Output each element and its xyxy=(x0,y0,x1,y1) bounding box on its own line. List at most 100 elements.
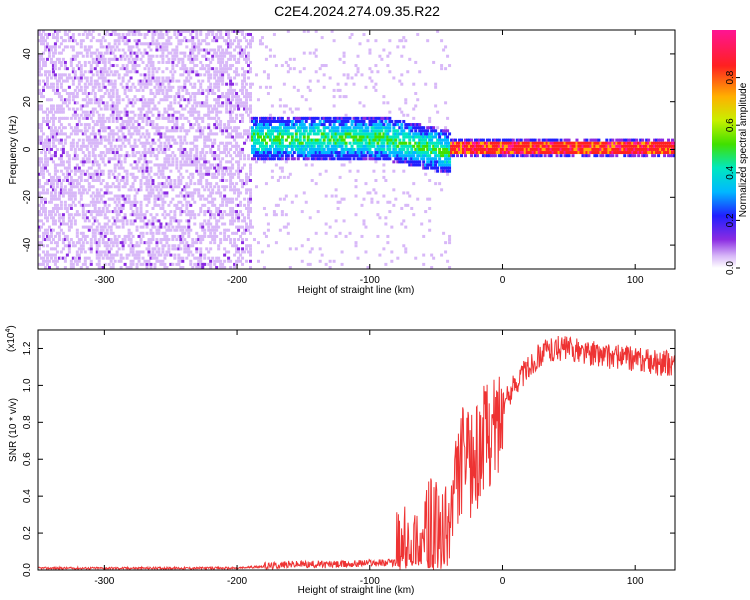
heatmap-cell xyxy=(258,151,262,155)
heatmap-cell xyxy=(189,70,193,74)
heatmap-cell xyxy=(41,206,45,210)
heatmap-cell xyxy=(243,48,247,52)
heatmap-cell xyxy=(245,191,249,195)
heatmap-cell xyxy=(270,138,274,142)
heatmap-cell xyxy=(147,179,151,183)
heatmap-cell xyxy=(286,123,290,127)
heatmap-cell xyxy=(111,110,115,114)
heatmap-cell xyxy=(177,85,181,89)
heatmap-cell xyxy=(412,123,416,127)
heatmap-cell xyxy=(127,253,131,257)
heatmap-cell xyxy=(59,123,63,127)
heatmap-cell xyxy=(107,160,111,164)
heatmap-cell xyxy=(376,132,380,136)
heatmap-cell xyxy=(318,141,322,145)
heatmap-cell xyxy=(380,57,384,61)
heatmap-cell xyxy=(67,172,71,176)
heatmap-cell xyxy=(183,250,187,254)
heatmap-cell xyxy=(326,135,330,139)
heatmap-cell xyxy=(235,73,239,77)
heatmap-cell xyxy=(67,163,71,167)
heatmap-cell xyxy=(215,191,219,195)
heatmap-cell xyxy=(217,76,221,80)
heatmap-cell xyxy=(213,225,217,229)
heatmap-cell xyxy=(229,79,233,83)
heatmap-cell xyxy=(264,135,268,139)
heatmap-cell xyxy=(181,57,185,61)
heatmap-cell xyxy=(49,157,53,161)
heatmap-cell xyxy=(81,138,85,142)
heatmap-cell xyxy=(362,147,366,151)
heatmap-cell xyxy=(231,42,235,46)
heatmap-cell xyxy=(79,172,83,176)
heatmap-cell xyxy=(282,225,286,229)
heatmap-cell xyxy=(330,194,334,198)
heatmap-cell xyxy=(310,247,314,251)
heatmap-cell xyxy=(113,234,117,238)
heatmap-cell xyxy=(77,253,81,257)
heatmap-cell xyxy=(65,151,69,155)
heatmap-cell xyxy=(157,231,161,235)
heatmap-cell xyxy=(187,213,191,217)
heatmap-cell xyxy=(129,101,133,105)
heatmap-cell xyxy=(412,135,416,139)
heatmap-cell xyxy=(79,194,83,198)
heatmap-cell xyxy=(193,57,197,61)
heatmap-cell xyxy=(149,188,153,192)
heatmap-cell xyxy=(107,191,111,195)
heatmap-cell xyxy=(370,138,374,142)
heatmap-cell xyxy=(346,132,350,136)
heatmap-cell xyxy=(235,188,239,192)
heatmap-cell xyxy=(215,39,219,43)
heatmap-cell xyxy=(167,76,171,80)
heatmap-cell xyxy=(165,30,169,33)
heatmap-cell xyxy=(396,160,400,164)
heatmap-cell xyxy=(195,54,199,58)
heatmap-cell xyxy=(65,154,69,158)
heatmap-cell xyxy=(41,30,45,33)
heatmap-cell xyxy=(159,197,163,201)
heatmap-cell xyxy=(141,250,145,254)
heatmap-cell xyxy=(163,135,167,139)
heatmap-cell xyxy=(101,73,105,77)
heatmap-cell xyxy=(133,64,137,68)
heatmap-cell xyxy=(247,129,251,133)
heatmap-cell xyxy=(400,157,404,161)
heatmap-cell xyxy=(217,54,221,58)
heatmap-cell xyxy=(69,222,73,226)
heatmap-cell xyxy=(41,144,45,148)
heatmap-cell xyxy=(245,32,249,36)
heatmap-cell xyxy=(243,101,247,105)
heatmap-cell xyxy=(77,119,81,123)
heatmap-cell xyxy=(225,250,229,254)
heatmap-cell xyxy=(308,129,312,133)
heatmap-cell xyxy=(91,129,95,133)
heatmap-cell xyxy=(386,64,390,68)
heatmap-cell xyxy=(207,104,211,108)
heatmap-cell xyxy=(103,67,107,71)
heatmap-cell xyxy=(211,172,215,176)
heatmap-cell xyxy=(85,225,89,229)
heatmap-cell xyxy=(165,45,169,49)
heatmap-cell xyxy=(388,119,392,123)
heatmap-cell xyxy=(107,244,111,248)
heatmap-cell xyxy=(372,126,376,130)
heatmap-cell xyxy=(217,79,221,83)
heatmap-cell xyxy=(175,166,179,170)
heatmap-cell xyxy=(85,203,89,207)
heatmap-cell xyxy=(77,259,81,263)
heatmap-cell xyxy=(89,175,93,179)
heatmap-cell xyxy=(155,244,159,248)
heatmap-cell xyxy=(43,45,47,49)
heatmap-cell xyxy=(99,194,103,198)
heatmap-cell xyxy=(302,126,306,130)
heatmap-cell xyxy=(151,141,155,145)
heatmap-cell xyxy=(179,213,183,217)
heatmap-cell xyxy=(185,200,189,204)
heatmap-cell xyxy=(414,163,418,167)
heatmap-cell xyxy=(79,129,83,133)
heatmap-cell xyxy=(61,219,65,223)
heatmap-cell xyxy=(342,151,346,155)
heatmap-cell xyxy=(179,172,183,176)
heatmap-cell xyxy=(201,64,205,68)
